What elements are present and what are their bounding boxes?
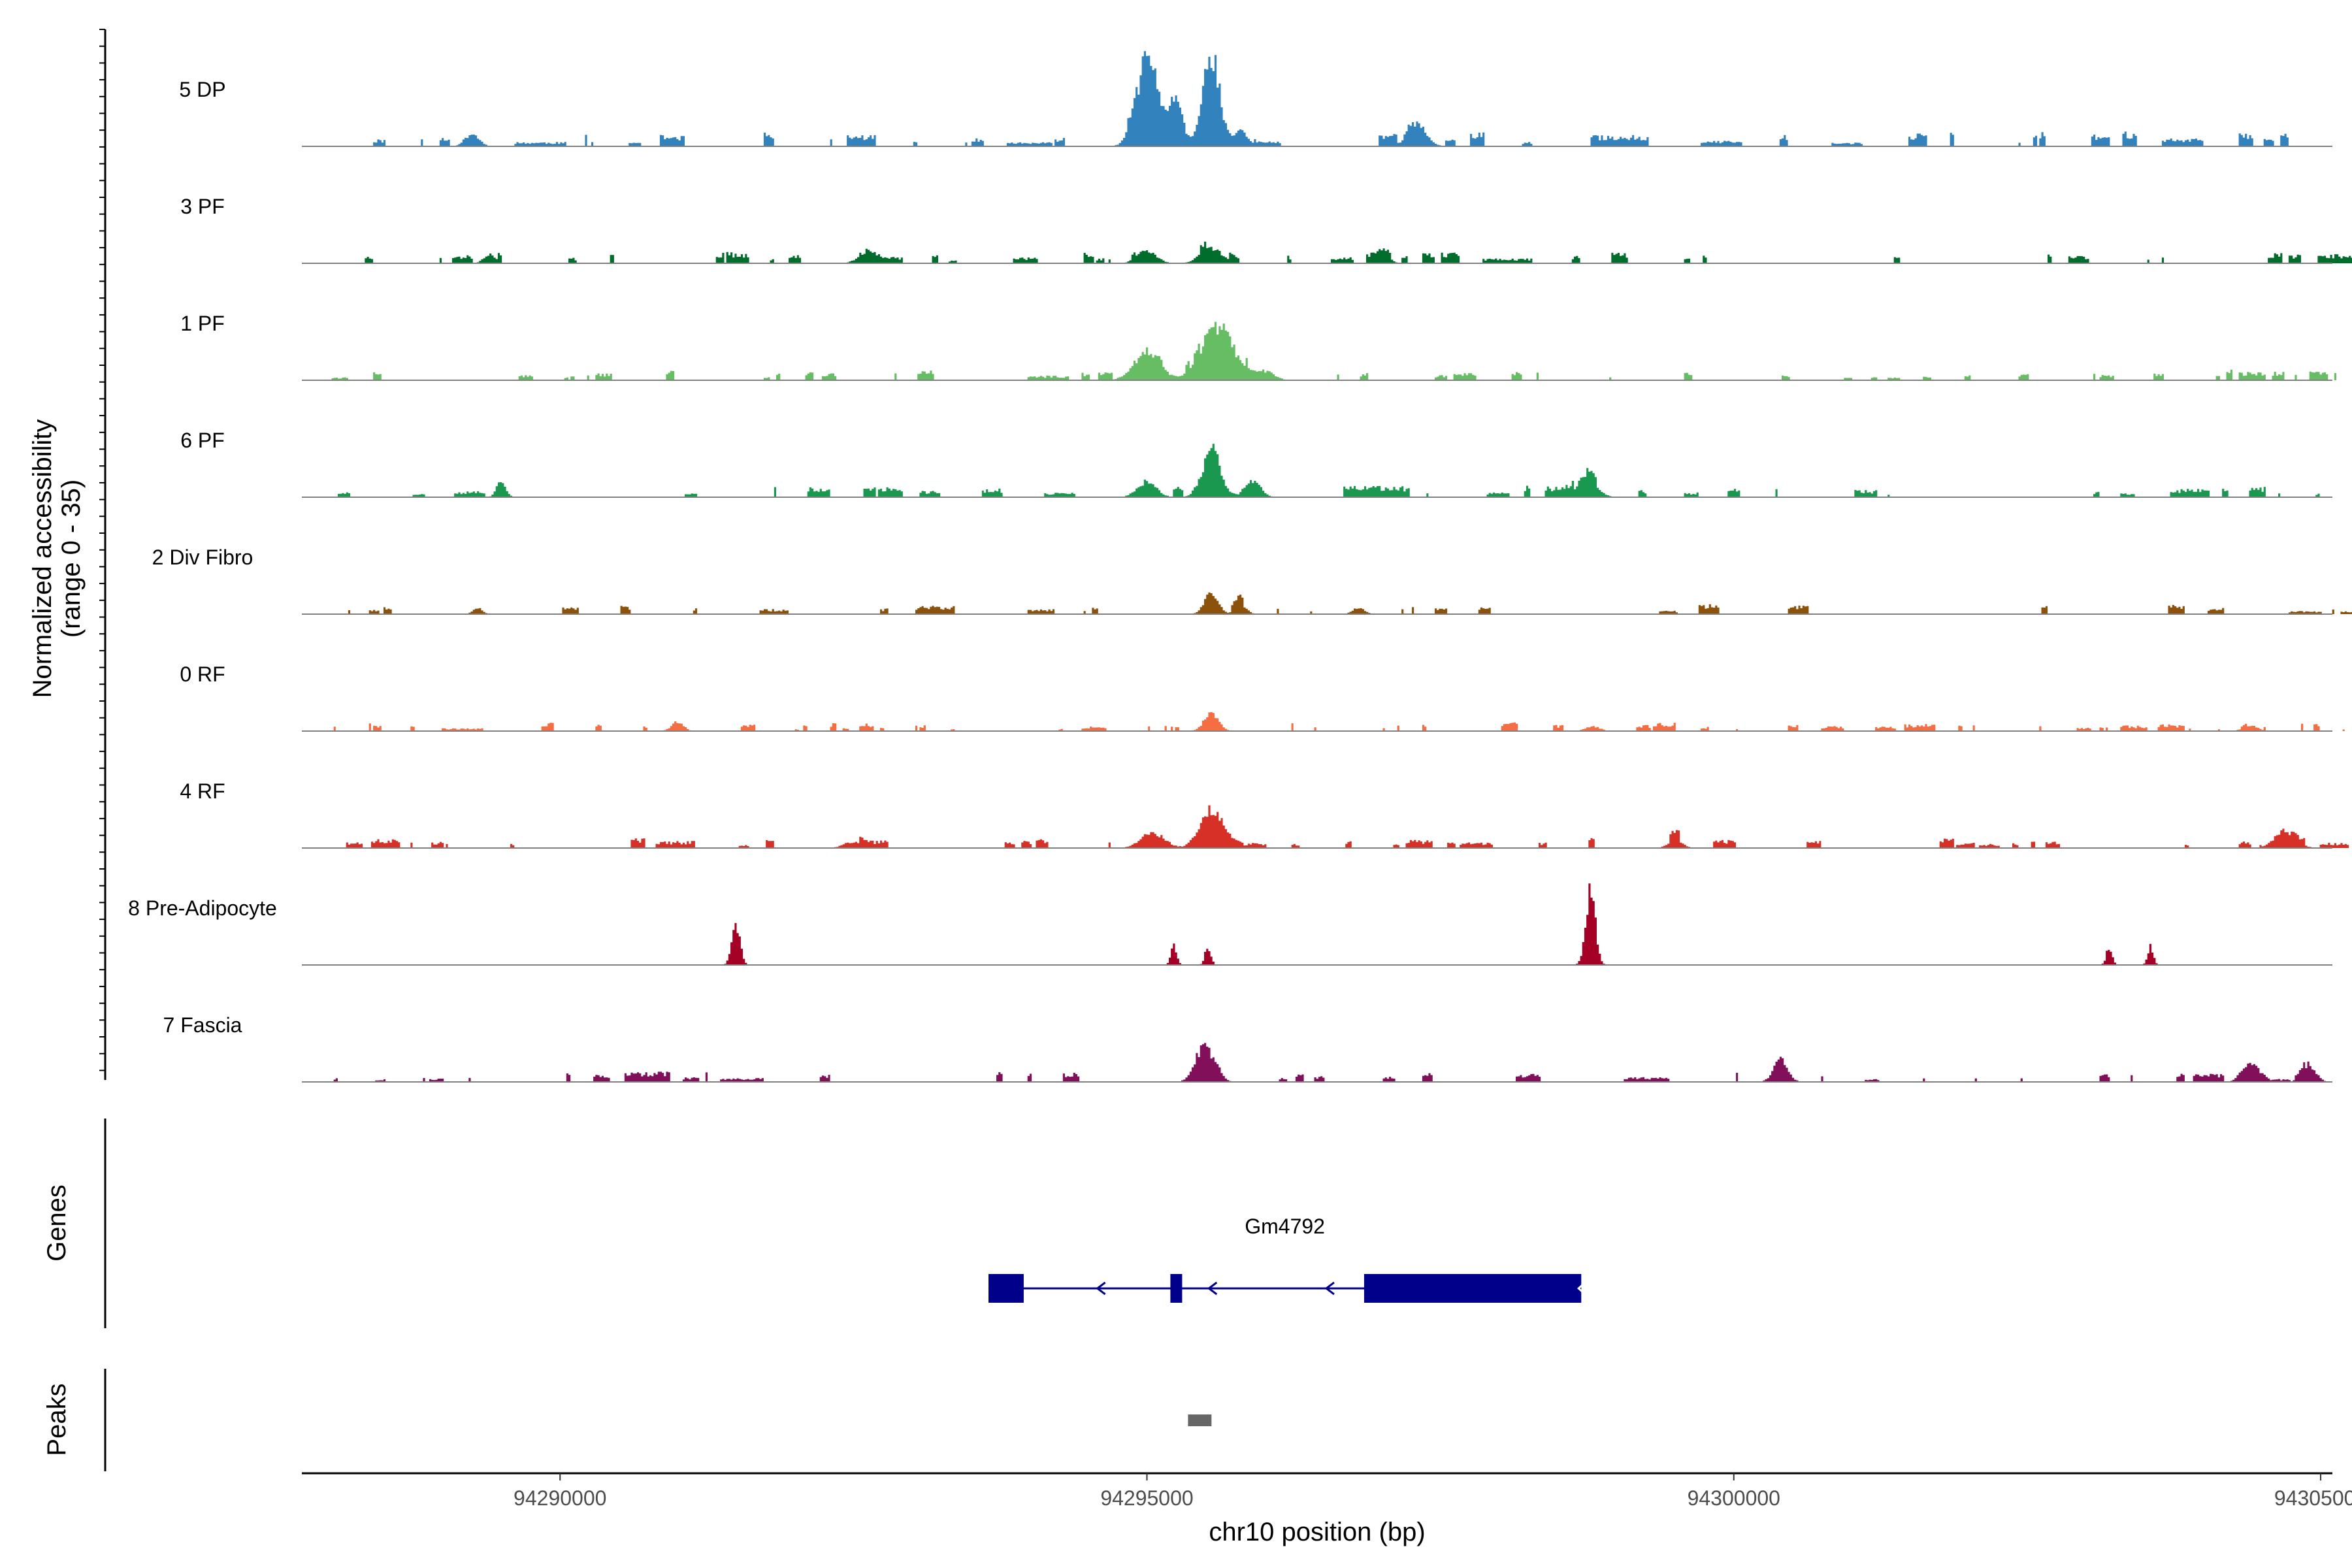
peaks-section: Peaks	[42, 1369, 1212, 1471]
track-label: 3 PF	[180, 195, 225, 218]
track-label: 5 DP	[179, 78, 225, 101]
coverage-tracks: 5 DP 3 PF 1 PF 6 PF 2 Div Fibro 0 RF 4 RF 8 Pre…	[128, 51, 2352, 1083]
peak-region	[1188, 1414, 1212, 1426]
x-tick-label: 94290000	[514, 1486, 606, 1510]
genes-section-label: Genes	[42, 1184, 71, 1262]
peak-marks	[1188, 1414, 1212, 1426]
track-4-rf: 4 RF	[180, 779, 2352, 849]
strand-arrow	[1576, 1281, 1586, 1296]
track-label: 0 RF	[180, 662, 225, 686]
track-8-pre-adipocyte: 8 Pre-Adipocyte	[128, 883, 2352, 966]
coverage-area	[325, 883, 2352, 965]
y-axis	[99, 29, 106, 1080]
strand-arrow	[1324, 1281, 1335, 1296]
y-axis-title: Normalized accessibility	[28, 419, 57, 698]
track-label: 6 PF	[180, 429, 225, 452]
track-7-fascia: 7 Fascia	[163, 1013, 2352, 1083]
x-axis-ticks: 94290000 94295000 94300000 94305000	[514, 1473, 2352, 1510]
peaks-section-label: Peaks	[42, 1383, 71, 1456]
track-label: 4 RF	[180, 779, 225, 803]
x-tick-label: 94295000	[1100, 1486, 1193, 1510]
track-label: 7 Fascia	[163, 1013, 242, 1037]
track-3-pf: 3 PF	[180, 195, 2352, 264]
y-axis-range: (range 0 - 35)	[57, 480, 86, 638]
gene-exon	[1364, 1274, 1582, 1303]
y-axis-ticks	[99, 29, 105, 1071]
gene-exon	[988, 1274, 1024, 1303]
x-tick-label: 94305000	[2274, 1486, 2352, 1510]
track-label: 8 Pre-Adipocyte	[128, 896, 277, 920]
track-label: 1 PF	[180, 312, 225, 335]
track-0-rf: 0 RF	[180, 662, 2352, 732]
gene-gm4792: Gm4792	[988, 1215, 1586, 1303]
genes-section: Genes Gm4792	[42, 1119, 1586, 1328]
gene-name-label: Gm4792	[1245, 1215, 1325, 1238]
x-axis-title: chr10 position (bp)	[1209, 1518, 1425, 1546]
x-axis: 94290000 94295000 94300000 94305000 chr10 p…	[302, 1472, 2352, 1546]
coverage-area	[325, 241, 2352, 263]
track-1-pf: 1 PF	[180, 312, 2352, 381]
track-2-div-fibro: 2 Div Fibro	[152, 546, 2352, 615]
strand-arrow	[1096, 1281, 1106, 1296]
track-5-dp: 5 DP	[179, 51, 2352, 147]
strand-arrow	[1207, 1281, 1218, 1296]
gene-exon	[1170, 1274, 1183, 1303]
track-6-pf: 6 PF	[180, 429, 2352, 498]
gene-models: Gm4792	[988, 1215, 1586, 1303]
track-label: 2 Div Fibro	[152, 546, 253, 569]
x-tick-label: 94300000	[1688, 1486, 1780, 1510]
